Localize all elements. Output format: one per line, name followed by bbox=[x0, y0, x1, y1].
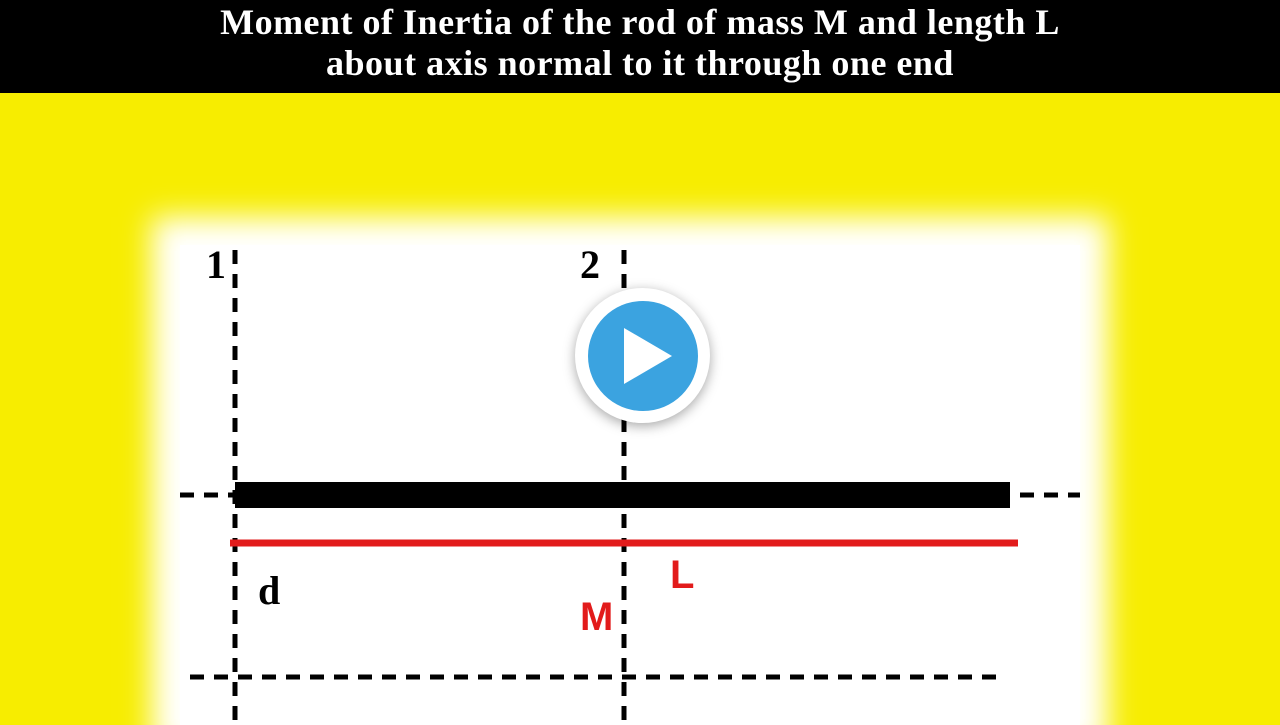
header-line-2: about axis normal to it through one end bbox=[326, 43, 954, 83]
mass-label: M bbox=[580, 595, 613, 640]
header-line-1: Moment of Inertia of the rod of mass M a… bbox=[220, 2, 1060, 42]
header: Moment of Inertia of the rod of mass M a… bbox=[0, 0, 1280, 93]
length-label: L bbox=[670, 553, 694, 598]
axis-1-label: 1 bbox=[206, 241, 226, 288]
axis-2-label: 2 bbox=[580, 241, 600, 288]
play-icon bbox=[624, 328, 672, 384]
play-button-inner bbox=[588, 301, 698, 411]
d-label: d bbox=[258, 567, 280, 614]
play-button[interactable] bbox=[575, 288, 710, 423]
